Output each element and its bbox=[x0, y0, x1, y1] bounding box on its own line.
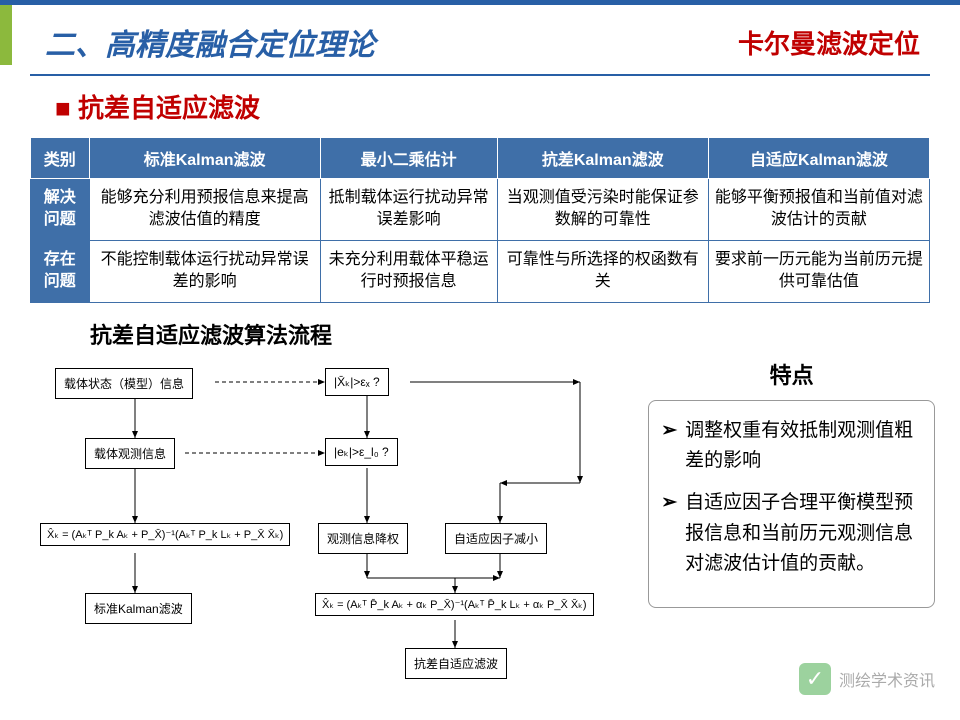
table-cell: 抵制载体运行扰动异常误差影响 bbox=[320, 179, 497, 241]
features-box: ➢调整权重有效抵制观测值粗差的影响 ➢自适应因子合理平衡模型预报信息和当前历元观测… bbox=[648, 400, 935, 608]
flow-node: 观测信息降权 bbox=[318, 523, 408, 554]
green-accent bbox=[0, 5, 12, 65]
features-panel: 特点 ➢调整权重有效抵制观测值粗差的影响 ➢自适应因子合理平衡模型预报信息和当前历… bbox=[648, 358, 935, 678]
table-cell: 要求前一历元能为当前历元提供可靠估值 bbox=[708, 240, 929, 302]
table-header: 类别 bbox=[31, 138, 90, 179]
flow-node: 自适应因子减小 bbox=[445, 523, 547, 554]
header: 二、高精度融合定位理论 卡尔曼滤波定位 bbox=[0, 5, 960, 74]
main-title: 二、高精度融合定位理论 bbox=[45, 20, 375, 64]
table-cell: 能够充分利用预报信息来提高滤波估值的精度 bbox=[89, 179, 320, 241]
flow-node: X̂ₖ = (Aₖᵀ P̄_k Aₖ + αₖ P_X̄)⁻¹(Aₖᵀ P̄_k… bbox=[315, 593, 594, 616]
comparison-table: 类别标准Kalman滤波最小二乘估计抗差Kalman滤波自适应Kalman滤波 … bbox=[30, 137, 930, 303]
flow-node: 抗差自适应滤波 bbox=[405, 648, 507, 679]
table-header: 自适应Kalman滤波 bbox=[708, 138, 929, 179]
table-cell: 不能控制载体运行扰动异常误差的影响 bbox=[89, 240, 320, 302]
sub-title: 卡尔曼滤波定位 bbox=[738, 24, 920, 61]
table-header: 标准Kalman滤波 bbox=[89, 138, 320, 179]
table-row-header: 存在问题 bbox=[31, 240, 90, 302]
features-title: 特点 bbox=[648, 358, 935, 390]
wechat-icon: ✓ bbox=[799, 663, 831, 695]
flow-node: 载体状态（模型）信息 bbox=[55, 368, 193, 399]
table-header: 抗差Kalman滤波 bbox=[497, 138, 708, 179]
table-cell: 当观测值受污染时能保证参数解的可靠性 bbox=[497, 179, 708, 241]
table-cell: 未充分利用载体平稳运行时预报信息 bbox=[320, 240, 497, 302]
table-header: 最小二乘估计 bbox=[320, 138, 497, 179]
watermark-text: 测绘学术资讯 bbox=[839, 667, 935, 691]
content-area: 载体状态（模型）信息 |X̄ₖ|>εₓ ? 载体观测信息 |eₖ|>ε_l₀ ? X̂ₖ… bbox=[25, 358, 935, 678]
flow-node: 标准Kalman滤波 bbox=[85, 593, 192, 624]
flow-node: 载体观测信息 bbox=[85, 438, 175, 469]
table-row-header: 解决问题 bbox=[31, 179, 90, 241]
feature-item: ➢自适应因子合理平衡模型预报信息和当前历元观测信息对滤波估计值的贡献。 bbox=[661, 488, 922, 579]
flow-node: X̂ₖ = (Aₖᵀ P_k Aₖ + P_X̄)⁻¹(Aₖᵀ P_k Lₖ +… bbox=[40, 523, 290, 546]
flow-node: |eₖ|>ε_l₀ ? bbox=[325, 438, 398, 466]
table-cell: 能够平衡预报值和当前值对滤波估计的贡献 bbox=[708, 179, 929, 241]
watermark: ✓ 测绘学术资讯 bbox=[799, 663, 935, 695]
title-underline bbox=[30, 74, 930, 76]
table-cell: 可靠性与所选择的权函数有关 bbox=[497, 240, 708, 302]
flowchart-connectors bbox=[25, 358, 645, 678]
flow-node: |X̄ₖ|>εₓ ? bbox=[325, 368, 389, 396]
flowchart-title: 抗差自适应滤波算法流程 bbox=[90, 318, 960, 350]
flowchart: 载体状态（模型）信息 |X̄ₖ|>εₓ ? 载体观测信息 |eₖ|>ε_l₀ ? X̂ₖ… bbox=[25, 358, 638, 678]
section-title: 抗差自适应滤波 bbox=[55, 88, 960, 125]
feature-item: ➢调整权重有效抵制观测值粗差的影响 bbox=[661, 416, 922, 477]
